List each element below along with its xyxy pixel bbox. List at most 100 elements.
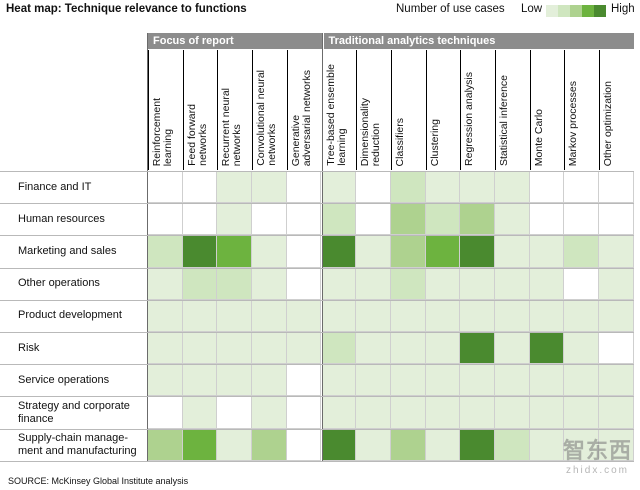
column-header: Other optimization <box>599 50 635 170</box>
row-label: Human resources <box>18 212 105 225</box>
heatmap-cell <box>356 268 391 300</box>
heatmap-cell <box>286 300 322 332</box>
heatmap-cell <box>390 333 426 365</box>
heatmap-cell <box>217 333 253 365</box>
heatmap-cell <box>390 268 426 300</box>
heatmap-cell <box>217 365 253 397</box>
heatmap-cell <box>286 397 322 429</box>
column-header: Convolutional neural networks <box>252 50 288 170</box>
group-separator <box>147 33 148 461</box>
heatmap-cell <box>321 333 357 365</box>
heatmap-cell <box>460 365 495 397</box>
heatmap-cell <box>217 172 253 204</box>
heatmap-cell <box>252 397 287 429</box>
column-header-label: Classifiers <box>393 117 406 166</box>
heatmap-cell <box>460 333 495 365</box>
heatmap-cell <box>529 268 565 300</box>
heatmap-cell <box>252 429 287 461</box>
column-header: Recurrent neural networks <box>217 50 253 170</box>
column-header: Generative adversarial networks <box>286 50 323 170</box>
heatmap-cell <box>321 429 357 461</box>
heatmap-cell <box>390 236 426 268</box>
heatmap-cell <box>564 268 600 300</box>
heatmap-cell <box>148 236 183 268</box>
heatmap-cell <box>148 397 183 429</box>
row-label: Service operations <box>18 373 110 386</box>
heatmap-cell <box>425 172 461 204</box>
row-divider <box>0 171 634 172</box>
group-header: Traditional analytics techniques <box>323 33 634 49</box>
row-label: Strategy and corporate finance <box>18 399 130 425</box>
heatmap-cell <box>182 300 218 332</box>
heatmap-cell <box>356 236 391 268</box>
legend-high-label: High <box>611 3 635 15</box>
heatmap-cell <box>252 172 287 204</box>
heatmap-cell <box>495 333 530 365</box>
heatmap-cell <box>529 365 565 397</box>
row-label: Marketing and sales <box>18 245 117 257</box>
heatmap-cell <box>148 365 183 397</box>
heatmap-cell <box>182 429 218 461</box>
legend-swatch <box>558 5 570 17</box>
heatmap-cell <box>495 397 530 429</box>
heatmap-cell <box>425 204 461 236</box>
heatmap-cell <box>182 204 218 236</box>
watermark-logo: 智东西 zhidx.com <box>562 438 632 476</box>
heatmap-cell <box>217 236 253 268</box>
column-header: Classifiers <box>390 50 427 170</box>
legend-swatch <box>594 5 606 17</box>
heatmap-cell <box>286 204 322 236</box>
heatmap-cell <box>356 333 391 365</box>
legend-title: Number of use cases <box>396 3 505 15</box>
heatmap-cell <box>460 172 495 204</box>
row-divider <box>0 299 634 301</box>
heatmap-cell <box>599 300 634 332</box>
column-header: Monte Carlo <box>529 50 566 170</box>
source-note: SOURCE: McKinsey Global Institute analys… <box>8 476 189 486</box>
row-divider <box>0 396 634 398</box>
column-header: Reinforcement learning <box>148 50 184 170</box>
heatmap-cell <box>390 397 426 429</box>
column-header-label: Recurrent neural networks <box>220 87 244 166</box>
heatmap-cell <box>148 172 183 204</box>
heatmap-cell <box>217 300 253 332</box>
heatmap-cell <box>495 429 530 461</box>
row-divider <box>0 203 634 205</box>
chart-title: Heat map: Technique relevance to functio… <box>6 3 247 15</box>
heatmap-cell <box>321 268 357 300</box>
heatmap-cell <box>286 268 322 300</box>
row-label: Risk <box>18 341 40 354</box>
heatmap-cell <box>252 365 287 397</box>
heatmap-cell <box>286 429 322 461</box>
heatmap-cell <box>321 365 357 397</box>
column-header-label: Regression analysis <box>463 72 476 166</box>
heatmap-cell <box>390 172 426 204</box>
heatmap-cell <box>286 172 322 204</box>
heatmap-cell <box>390 429 426 461</box>
heatmap-cell <box>356 365 391 397</box>
column-header-label: Tree-based ensemble learning <box>324 64 348 166</box>
heatmap-cell <box>217 429 253 461</box>
heatmap-cell <box>148 300 183 332</box>
heatmap-cell <box>148 333 183 365</box>
heatmap-cell <box>599 429 634 461</box>
column-header: Markov processes <box>564 50 600 170</box>
heatmap-cell <box>286 365 322 397</box>
heatmap-cell <box>460 236 495 268</box>
heatmap-cell <box>460 397 495 429</box>
column-header-label: Feed forward networks <box>185 104 209 166</box>
heatmap-cell <box>495 365 530 397</box>
heatmap-cell <box>529 172 565 204</box>
heatmap-cell <box>564 365 600 397</box>
column-header: Statistical inference <box>495 50 531 170</box>
column-header-label: Monte Carlo <box>532 108 545 166</box>
heatmap-cell <box>529 397 565 429</box>
heatmap-cell <box>460 268 495 300</box>
heatmap-cell <box>356 172 391 204</box>
row-divider <box>0 460 634 462</box>
heatmap-cell <box>529 333 565 365</box>
heatmap-cell <box>321 300 357 332</box>
column-header-label: Reinforcement learning <box>151 97 174 166</box>
heatmap-cell <box>252 333 287 365</box>
heatmap-cell <box>599 333 634 365</box>
